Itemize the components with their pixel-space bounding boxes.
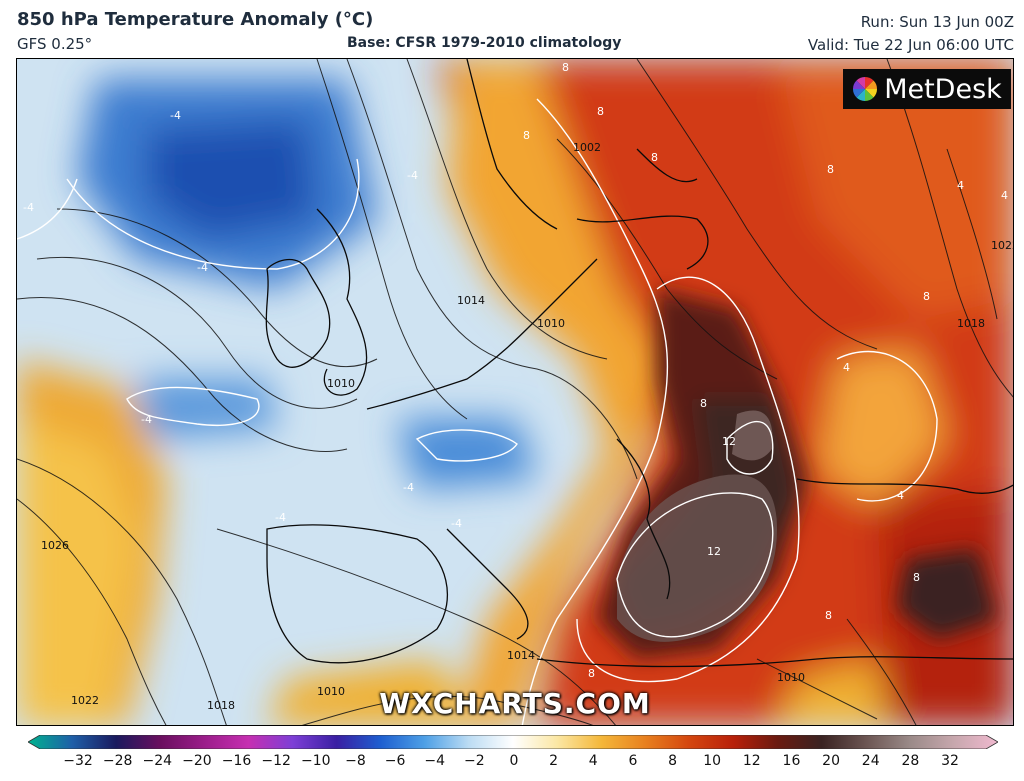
isobar-label: 1022 <box>991 239 1014 252</box>
colorbar-tick-label: 32 <box>941 753 959 769</box>
colorbar-tick-label: −4 <box>424 753 446 769</box>
colorbar <box>28 735 998 749</box>
colorbar-tick-label: 12 <box>742 753 761 769</box>
metdesk-pinwheel-icon <box>853 76 878 102</box>
map-labels: 1002 1010 1010 1010 1010 1014 1014 1018 … <box>23 61 1014 712</box>
isobar-label: 1014 <box>507 649 535 662</box>
colorbar-strip <box>28 735 998 749</box>
isobar-label: 1010 <box>777 671 805 684</box>
chart-title: 850 hPa Temperature Anomaly (°C) <box>17 9 374 30</box>
colorbar-tick-label: 0 <box>509 753 519 769</box>
anomaly-label: 8 <box>588 667 595 680</box>
wxcharts-watermark: WXCHARTS.COM <box>379 687 651 720</box>
colorbar-ticks: −32 −28 −24 −20 −16 −12 −10 −8 −6 −4 −2 0 2 4 6 8 10 12 16… <box>0 753 1024 777</box>
anomaly-label: -4 <box>403 481 414 494</box>
anomaly-label: 8 <box>597 105 604 118</box>
isobars <box>17 59 1013 725</box>
isobar-label: 1022 <box>71 694 99 707</box>
isobar-label: 1018 <box>957 317 985 330</box>
colorbar-tick-label: 10 <box>703 753 722 769</box>
colorbar-tick-label: 4 <box>588 753 598 769</box>
anomaly-label: -4 <box>407 169 418 182</box>
anomaly-contours <box>17 98 938 725</box>
anomaly-label: -4 <box>197 261 208 274</box>
anomaly-label: 8 <box>827 163 834 176</box>
anomaly-label: 8 <box>523 129 530 142</box>
colorbar-tick-label: −32 <box>63 753 93 769</box>
colorbar-tick-label: −6 <box>384 753 406 769</box>
anomaly-label: 4 <box>843 361 850 374</box>
isobar-label: 1026 <box>41 539 69 552</box>
model-name: GFS 0.25° <box>17 35 93 53</box>
anomaly-label: -4 <box>170 109 181 122</box>
colorbar-tick-label: −10 <box>301 753 331 769</box>
colorbar-tick-label: −16 <box>221 753 252 769</box>
anomaly-label: 8 <box>700 397 707 410</box>
colorbar-tick-label: 20 <box>822 753 840 769</box>
isobar-label: 1018 <box>207 699 235 712</box>
anomaly-label: 12 <box>722 435 736 448</box>
colorbar-tick-label: −24 <box>142 753 173 769</box>
anomaly-map: 1002 1010 1010 1010 1010 1014 1014 1018 … <box>16 58 1014 726</box>
anomaly-patch-12a <box>617 474 777 642</box>
colorbar-tick-label: −20 <box>182 753 212 769</box>
colorbar-tick-label: 16 <box>782 753 801 769</box>
anomaly-patch-12b <box>732 410 773 461</box>
anomaly-label: 8 <box>913 571 920 584</box>
colorbar-tick-label: −12 <box>261 753 291 769</box>
anomaly-label: 4 <box>1001 189 1008 202</box>
anomaly-label: -4 <box>141 413 152 426</box>
anomaly-label: 8 <box>562 61 569 74</box>
colorbar-tick-label: 28 <box>901 753 920 769</box>
anomaly-label: 8 <box>923 290 930 303</box>
isobar-label: 1002 <box>573 141 601 154</box>
map-canvas: 1002 1010 1010 1010 1010 1014 1014 1018 … <box>17 59 1014 725</box>
metdesk-logo: MetDesk <box>843 69 1011 109</box>
colorbar-tick-label: −28 <box>102 753 133 769</box>
anomaly-label: -4 <box>23 201 34 214</box>
anomaly-label: 4 <box>897 489 904 502</box>
isobar-label: 1010 <box>317 685 345 698</box>
isobar-label: 1014 <box>457 294 485 307</box>
colorbar-tick-label: 8 <box>668 753 677 769</box>
anomaly-label: -4 <box>275 511 286 524</box>
anomaly-label: 8 <box>651 151 658 164</box>
anomaly-label: 8 <box>825 609 832 622</box>
isobar-label: 1010 <box>537 317 565 330</box>
metdesk-logo-text: MetDesk <box>884 73 1002 105</box>
colorbar-tick-label: 6 <box>628 753 638 769</box>
anomaly-label: 4 <box>957 179 964 192</box>
coastlines <box>265 59 1013 668</box>
valid-time: Valid: Tue 22 Jun 06:00 UTC <box>807 36 1014 54</box>
anomaly-label: 12 <box>707 545 721 558</box>
colorbar-tick-label: −2 <box>464 753 485 769</box>
anomaly-label: -4 <box>451 517 462 530</box>
climatology-base: Base: CFSR 1979-2010 climatology <box>347 35 622 51</box>
colorbar-tick-label: 24 <box>861 753 880 769</box>
colorbar-tick-label: −8 <box>345 753 366 769</box>
isobar-label: 1010 <box>327 377 355 390</box>
colorbar-tick-label: 2 <box>549 753 559 769</box>
run-time: Run: Sun 13 Jun 00Z <box>860 13 1014 31</box>
